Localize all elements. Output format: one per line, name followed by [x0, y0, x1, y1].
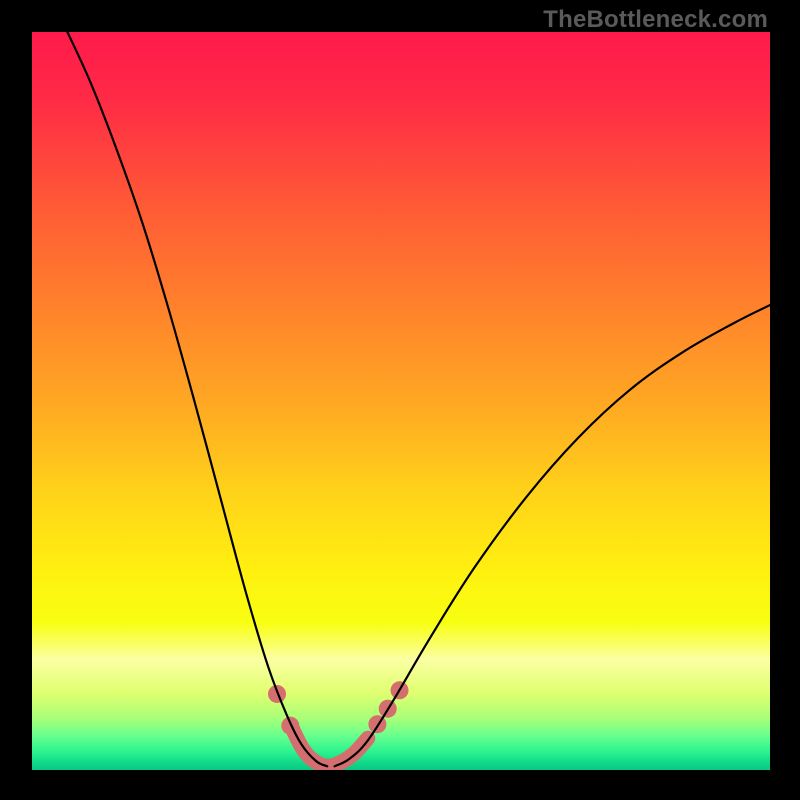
watermark-text: TheBottleneck.com — [543, 6, 768, 34]
plot-area — [32, 32, 770, 770]
gradient-background — [32, 32, 770, 770]
